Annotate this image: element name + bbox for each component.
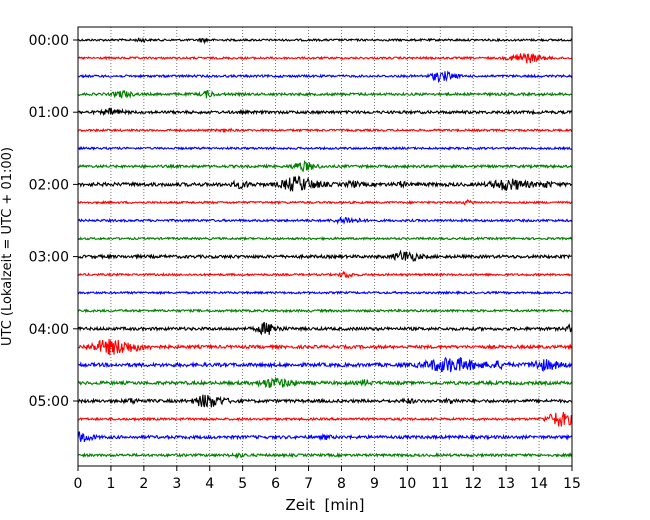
trace-line (77, 338, 573, 356)
x-tick-label: 12 (464, 476, 482, 492)
trace-line (77, 411, 573, 427)
trace-line (77, 127, 573, 134)
x-tick-label: 2 (139, 476, 148, 492)
trace-line (77, 270, 573, 279)
plot-frame (77, 26, 573, 467)
trace-line (77, 160, 573, 173)
trace-line (77, 216, 573, 226)
x-tick-label: 8 (337, 476, 346, 492)
x-tick-label: 3 (172, 476, 181, 492)
y-tick-label: 03:00 (29, 250, 69, 266)
trace-line (78, 308, 573, 314)
y-tick-label: 00:00 (29, 33, 69, 49)
x-tick-label: 4 (205, 476, 214, 492)
x-tick-label: 5 (238, 476, 247, 492)
y-tick-label: 02:00 (29, 177, 69, 193)
seismogram-traces (77, 37, 573, 460)
trace-line (77, 175, 573, 192)
x-tick-label: 15 (563, 476, 581, 492)
y-tick-label: 01:00 (29, 105, 69, 121)
x-tick-label: 10 (398, 476, 416, 492)
x-tick-label: 9 (370, 476, 379, 492)
trace-line (77, 236, 573, 242)
x-axis-ticks: 0 1 2 3 4 5 6 7 8 9 10 11 12 13 14 15 (74, 466, 581, 492)
trace-line (77, 321, 573, 336)
y-axis-label: UTC (Lokalzeit = UTC + 01:00) (0, 147, 15, 346)
x-axis-label: Zeit [min] (285, 496, 364, 514)
x-tick-label: 13 (497, 476, 515, 492)
y-tick-label: 05:00 (29, 394, 69, 410)
trace-line (77, 290, 573, 296)
trace-line (77, 37, 573, 45)
x-tick-label: 7 (304, 476, 313, 492)
trace-line (77, 376, 573, 389)
trace-line (77, 394, 573, 408)
y-axis-ticks: 00:00 01:00 02:00 03:00 04:00 05:00 (29, 33, 78, 410)
x-tick-label: 14 (530, 476, 548, 492)
trace-line (77, 70, 573, 84)
trace-line (77, 249, 573, 262)
trace-line (77, 89, 573, 99)
trace-line (77, 145, 573, 151)
trace-line (77, 356, 573, 373)
x-tick-label: 0 (74, 476, 83, 492)
x-tick-label: 6 (271, 476, 280, 492)
trace-line (77, 52, 573, 64)
trace-line (77, 107, 573, 117)
trace-line (77, 199, 573, 206)
trace-line (77, 431, 573, 442)
x-tick-label: 1 (106, 476, 115, 492)
trace-line (77, 452, 573, 460)
x-tick-label: 11 (431, 476, 449, 492)
y-tick-label: 04:00 (29, 322, 69, 338)
